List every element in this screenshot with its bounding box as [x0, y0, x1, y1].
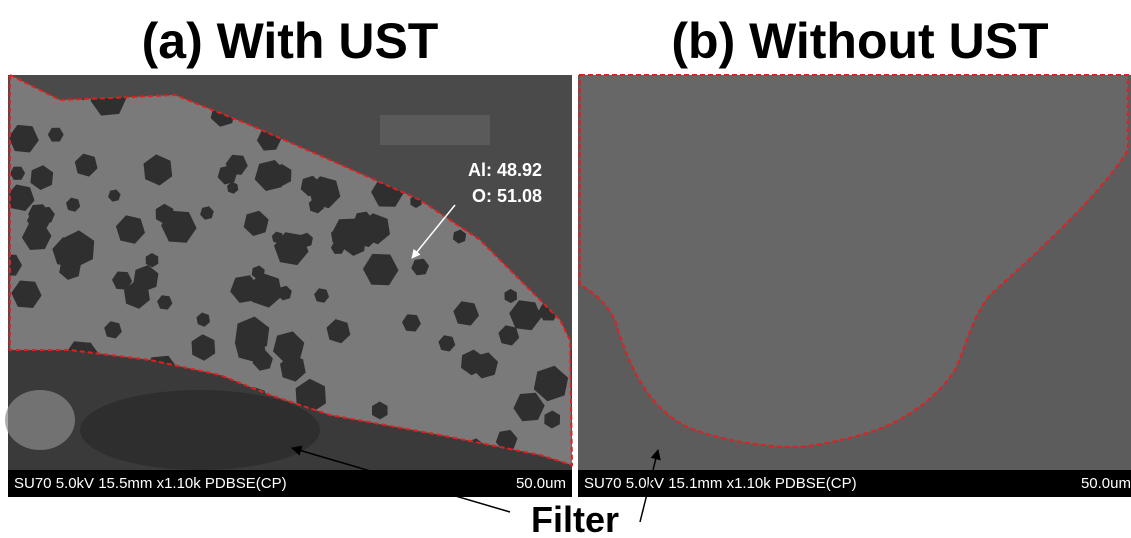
annotation: Al: 48.92 — [468, 160, 542, 180]
scale-text: 50.0um — [1081, 475, 1131, 492]
sem-image-b — [578, 75, 1131, 470]
scale-text: 50.0um — [516, 475, 566, 492]
annotation: O: 51.08 — [472, 186, 542, 206]
sem-image-a — [0, 66, 572, 470]
info-text: SU70 5.0kV 15.5mm x1.10k PDBSE(CP) — [14, 475, 287, 492]
panel-title: (a) With UST — [142, 13, 439, 69]
info-text: SU70 5.0kV 15.1mm x1.10k PDBSE(CP) — [584, 475, 857, 492]
figure: (a) With UST (b) Without UST Al: 48.92 O… — [0, 0, 1131, 538]
filter-label: Filter — [531, 499, 619, 538]
panel-title: (b) Without UST — [671, 13, 1048, 69]
